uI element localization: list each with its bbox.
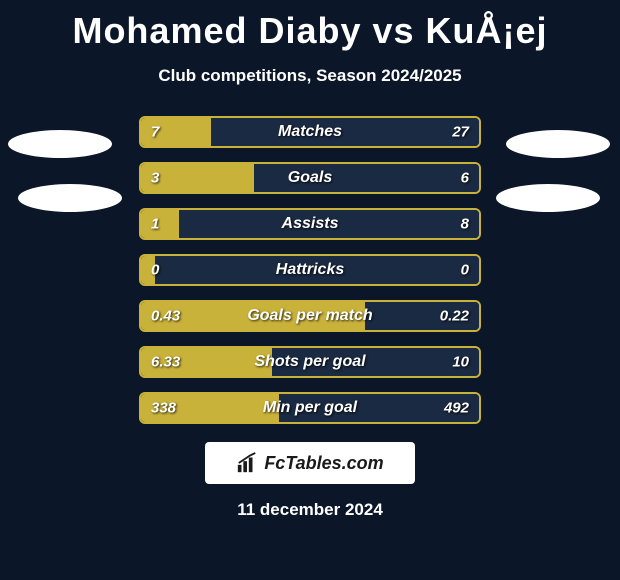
stat-label: Min per goal (263, 399, 357, 417)
stat-row: 0 Hattricks 0 (139, 254, 481, 286)
stat-value-right: 0.22 (440, 308, 469, 325)
player-right-ellipse-2 (496, 184, 600, 212)
stat-value-left: 7 (151, 124, 159, 141)
bars-chart-icon (236, 452, 258, 474)
page-subtitle: Club competitions, Season 2024/2025 (0, 66, 620, 86)
player-left-ellipse-1 (8, 130, 112, 158)
bars-container: 7 Matches 27 3 Goals 6 1 Assists 8 0 Hattricks 0 0.4… (139, 116, 481, 424)
stat-row: 3 Goals 6 (139, 162, 481, 194)
stat-value-right: 8 (461, 216, 469, 233)
comparison-chart: 7 Matches 27 3 Goals 6 1 Assists 8 0 Hattricks 0 0.4… (0, 116, 620, 424)
stat-value-left: 0.43 (151, 308, 180, 325)
stat-value-right: 0 (461, 262, 469, 279)
stat-value-right: 6 (461, 170, 469, 187)
footer-logo: FcTables.com (205, 442, 415, 484)
stat-value-left: 3 (151, 170, 159, 187)
stat-label: Hattricks (276, 261, 344, 279)
stat-row: 338 Min per goal 492 (139, 392, 481, 424)
stat-value-right: 492 (444, 400, 469, 417)
stat-value-right: 10 (452, 354, 469, 371)
stat-row: 6.33 Shots per goal 10 (139, 346, 481, 378)
stat-value-left: 1 (151, 216, 159, 233)
page-title: Mohamed Diaby vs KuÅ¡ej (0, 0, 620, 52)
stat-value-left: 338 (151, 400, 176, 417)
stat-value-right: 27 (452, 124, 469, 141)
stat-value-left: 0 (151, 262, 159, 279)
footer-date: 11 december 2024 (0, 500, 620, 520)
player-right-ellipse-1 (506, 130, 610, 158)
footer-logo-text: FcTables.com (264, 453, 383, 474)
stat-label: Matches (278, 123, 342, 141)
stat-row: 1 Assists 8 (139, 208, 481, 240)
stat-row: 7 Matches 27 (139, 116, 481, 148)
player-left-ellipse-2 (18, 184, 122, 212)
stat-row: 0.43 Goals per match 0.22 (139, 300, 481, 332)
stat-value-left: 6.33 (151, 354, 180, 371)
stat-label: Shots per goal (254, 353, 365, 371)
stat-label: Assists (282, 215, 339, 233)
stat-label: Goals (288, 169, 332, 187)
stat-label: Goals per match (247, 307, 372, 325)
bar-fill (141, 210, 179, 238)
